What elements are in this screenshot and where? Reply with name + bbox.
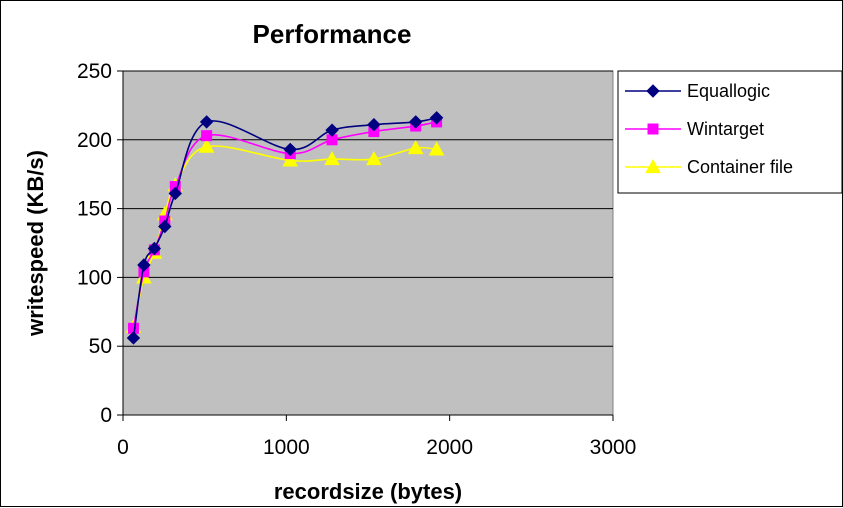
- legend-marker: [646, 84, 660, 98]
- y-tick-label: 150: [77, 198, 112, 221]
- data-point: [147, 241, 162, 256]
- x-tick-label: 0: [117, 436, 129, 459]
- data-point: [408, 115, 423, 129]
- legend-marker: [647, 123, 659, 135]
- x-axis-title: recordsize (bytes): [274, 479, 462, 504]
- tick-labels: 0 50 100 150 200 250 0 1000 2000 3000: [77, 60, 636, 459]
- legend: Equallogic Wintarget Container file: [617, 70, 843, 194]
- legend-item: Wintarget: [625, 119, 764, 139]
- data-point: [283, 142, 297, 157]
- y-tick-label: 250: [77, 60, 112, 83]
- data-point: [158, 219, 172, 234]
- x-tick-label: 2000: [426, 436, 473, 459]
- data-point: [198, 138, 215, 153]
- data-point: [282, 152, 299, 167]
- y-axis-title: writespeed (KB/s): [23, 150, 48, 337]
- legend-item: Equallogic: [625, 81, 770, 101]
- data-point: [407, 140, 424, 155]
- legend-label: Equallogic: [687, 81, 770, 101]
- data-point: [325, 123, 339, 137]
- data-point: [429, 111, 444, 125]
- y-tick-label: 100: [77, 266, 112, 289]
- x-tick-label: 1000: [263, 436, 310, 459]
- legend-item: Container file: [625, 157, 793, 177]
- y-tick-label: 0: [100, 404, 112, 427]
- legend-marker: [645, 158, 661, 174]
- y-tick-label: 200: [77, 129, 112, 152]
- data-point: [126, 331, 141, 345]
- data-point: [201, 130, 213, 142]
- series-layer: [125, 111, 445, 345]
- series-0: [126, 111, 444, 345]
- plot-area: [122, 70, 614, 416]
- legend-label: Wintarget: [687, 119, 764, 139]
- data-point: [324, 151, 340, 166]
- data-point: [137, 258, 151, 272]
- data-point: [367, 117, 381, 132]
- data-point: [366, 151, 382, 166]
- x-tick-label: 3000: [590, 436, 637, 459]
- axis-ticks: [117, 70, 614, 421]
- data-point: [199, 115, 214, 129]
- y-tick-label: 50: [89, 335, 112, 358]
- legend-label: Container file: [687, 157, 793, 177]
- chart-title: Performance: [253, 19, 412, 49]
- data-point: [168, 186, 182, 201]
- data-point: [428, 141, 445, 156]
